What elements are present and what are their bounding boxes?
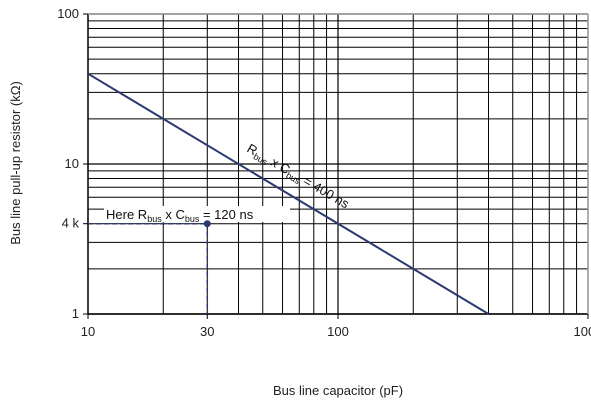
x-tick-label: 10 (81, 324, 95, 339)
point-annotation-c-sub: bus (185, 214, 200, 224)
x-tick-label: 100 (327, 324, 349, 339)
point-annotation-r-sub: bus (147, 214, 162, 224)
series-layer (87, 72, 490, 315)
tick-labels: 10 30 100 1000 1 4 k 10 100 (57, 6, 591, 339)
point-annotation-rest: = 120 ns (199, 207, 253, 222)
point-annotation: Here Rbus x Cbus = 120 ns (106, 207, 254, 224)
x-tick-label: 1000 (574, 324, 591, 339)
marker-point (203, 220, 211, 228)
y-tick-label: 10 (65, 156, 79, 171)
y-tick-label: 100 (57, 6, 79, 21)
marker-layer (203, 220, 211, 228)
x-tick-label: 30 (200, 324, 214, 339)
guide-lines (88, 222, 209, 314)
point-annotation-bg (104, 206, 290, 222)
point-annotation-r: R (138, 207, 147, 222)
point-annotation-times: x (162, 207, 176, 222)
y-axis-label: Bus line pull-up resistor (kΩ) (8, 81, 23, 245)
point-annotation-prefix: Here (106, 207, 138, 222)
y-tick-label: 4 k (62, 216, 80, 231)
grid (87, 13, 589, 315)
series-line (87, 72, 490, 315)
point-annotation-c: C (175, 207, 184, 222)
line-annotation-times: x (265, 153, 284, 173)
y-tick-label: 1 (72, 306, 79, 321)
x-axis-label: Bus line capacitor (pF) (273, 383, 403, 398)
